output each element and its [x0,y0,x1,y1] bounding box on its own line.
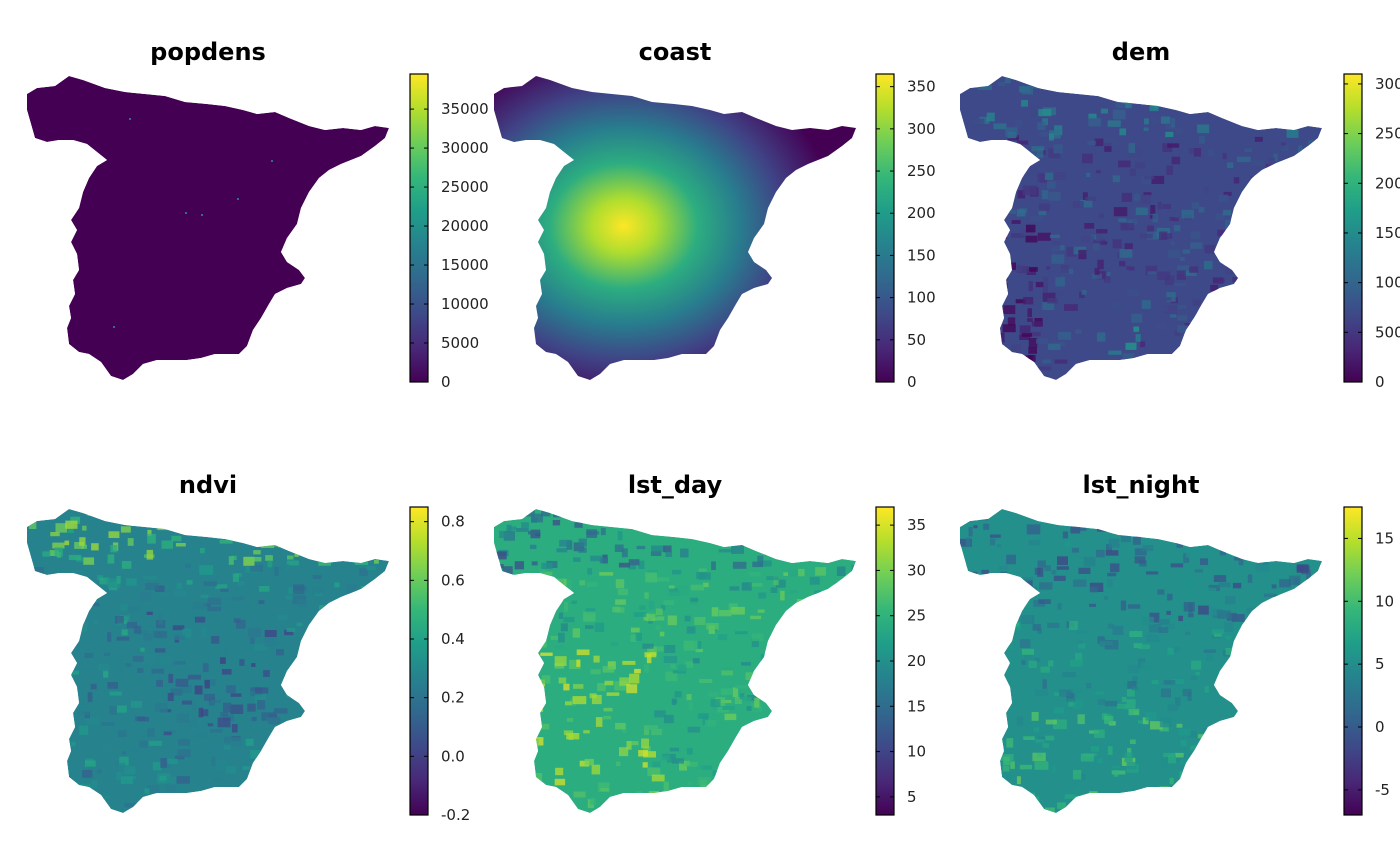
tick-label: 0.2 [441,689,465,707]
colorbar [409,506,429,816]
tick-label: 35 [907,516,926,534]
tick-label: 35000 [441,100,489,118]
tick-label: 10000 [441,295,489,313]
raster-map [494,509,856,813]
colorbar-legend: 0 5000 10000 15000 20000 25000 30000 35000 [409,73,489,391]
tick-label: 20 [907,652,926,670]
panel-title: lst_night [1082,471,1200,499]
tick-label: 20000 [441,217,489,235]
colorbar-legend: -0.2 0.0 0.2 0.4 0.6 0.8 [409,506,470,824]
tick-label: 300 [1375,75,1400,93]
raster-map [27,509,389,813]
tick-label: 250 [907,162,936,180]
tick-label: 5 [907,788,917,806]
tick-label: 10 [1375,592,1394,610]
colorbar-legend: 0 50 100 150 200 250 300 350 [875,73,936,391]
tick-label: 100 [907,289,936,307]
tick-label: 50 [907,331,926,349]
colorbar-legend: 5 10 15 20 25 30 35 [875,506,926,816]
colorbar-legend: 0 500 100 150 200 250 300 [1343,73,1400,391]
tick-label: 0.0 [441,747,465,765]
colorbar [1343,506,1363,816]
tick-label: 0 [441,373,451,391]
tick-label: -0.2 [441,806,470,824]
tick-label: 0.8 [441,513,465,531]
tick-label: 350 [907,78,936,96]
tick-label: 250 [1375,125,1400,143]
tick-label: 30 [907,561,926,579]
tick-label: 0 [907,373,917,391]
tick-label: 100 [1375,274,1400,292]
tick-label: 15 [907,697,926,715]
panel-title: popdens [150,38,266,66]
panel-title: ndvi [178,471,238,499]
panel-title: coast [638,38,712,66]
tick-label: 300 [907,120,936,138]
tick-label: -5 [1375,781,1390,799]
colorbar [409,73,429,383]
tick-label: 5000 [441,334,479,352]
raster-map [960,76,1322,380]
tick-label: 10 [907,743,926,761]
colorbar [875,73,895,383]
tick-label: 500 [1375,323,1400,341]
colorbar-legend: -5 0 5 10 15 [1343,506,1394,816]
tick-label: 25 [907,607,926,625]
raster-map [960,509,1322,813]
tick-label: 0 [1375,373,1385,391]
tick-label: 150 [1375,224,1400,242]
tick-label: 150 [907,246,936,264]
tick-label: 15 [1375,529,1394,547]
tick-label: 200 [907,204,936,222]
tick-label: 200 [1375,174,1400,192]
panel-title: lst_day [627,471,723,499]
tick-label: 0.4 [441,630,465,648]
raster-map [494,76,856,380]
tick-label: 15000 [441,256,489,274]
raster-map [27,76,389,380]
tick-label: 0 [1375,718,1385,736]
panel-title: dem [1111,38,1171,66]
tick-label: 5 [1375,655,1385,673]
tick-label: 0.6 [441,571,465,589]
colorbar [1343,73,1363,383]
tick-label: 30000 [441,139,489,157]
tick-label: 25000 [441,178,489,196]
